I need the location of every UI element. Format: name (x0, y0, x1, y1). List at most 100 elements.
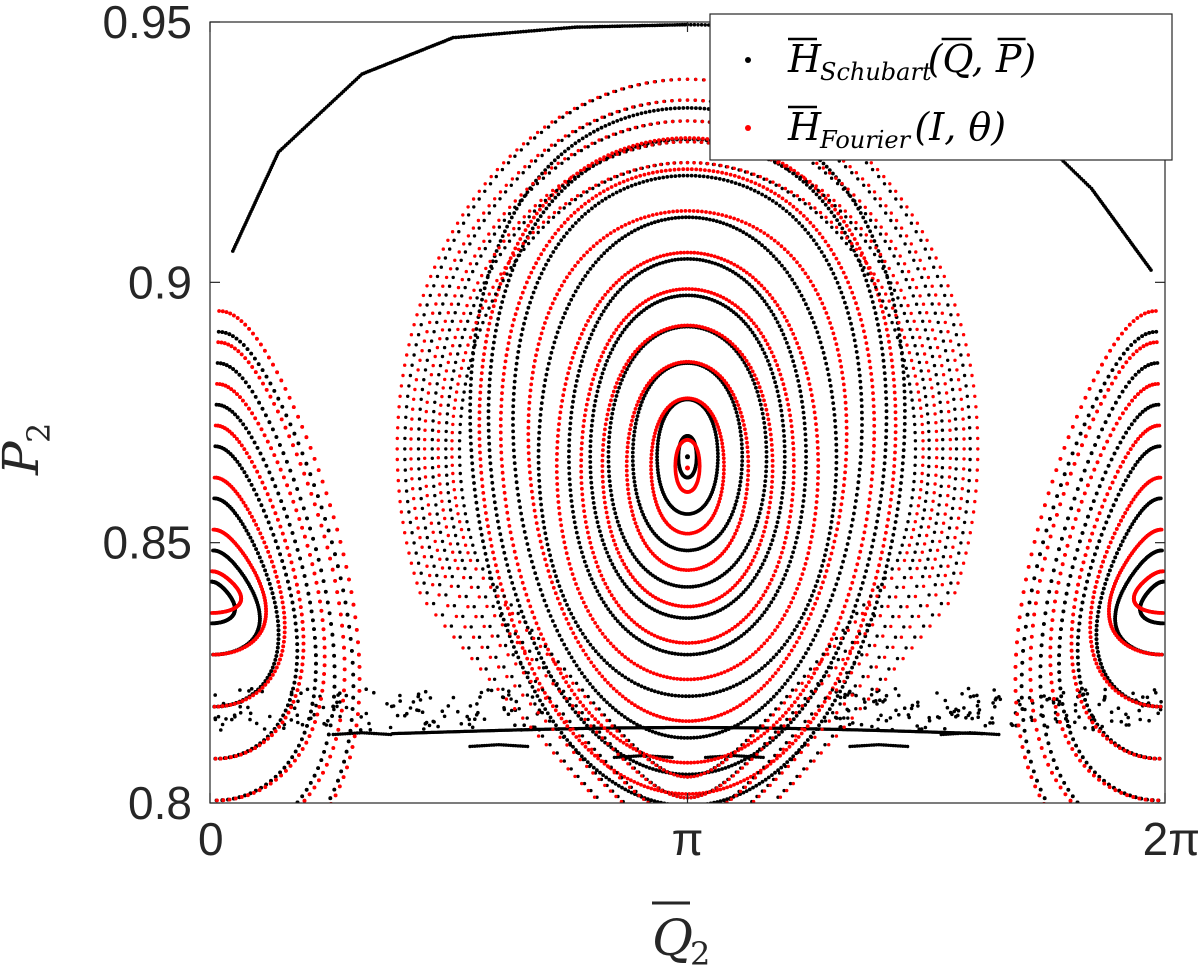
schubart-point (1021, 649, 1025, 653)
schubart-point (331, 732, 335, 737)
schubart-point (333, 552, 337, 557)
schubart-point (249, 687, 254, 691)
schubart-point (897, 713, 901, 717)
fourier-point (1058, 571, 1063, 576)
schubart-point (983, 723, 988, 728)
schubart-point (486, 688, 490, 692)
schubart-point (1060, 536, 1064, 541)
schubart-point (1071, 737, 1075, 742)
schubart-point (294, 668, 299, 673)
schubart-point (297, 839, 301, 843)
schubart-point (1108, 568, 1112, 573)
schubart-point (997, 695, 1001, 699)
schubart-point (250, 539, 255, 544)
schubart-point (1135, 838, 1139, 842)
fourier-point (1072, 605, 1077, 609)
fourier-point (1110, 480, 1115, 485)
fourier-point (1090, 600, 1095, 605)
schubart-point (314, 547, 318, 552)
fourier-point (1088, 538, 1092, 543)
schubart-point (253, 356, 257, 361)
schubart-point (1109, 564, 1114, 568)
schubart-point (341, 732, 345, 736)
schubart-point (1087, 572, 1091, 577)
fourier-point (261, 740, 266, 745)
schubart-point (1085, 579, 1089, 584)
schubart-point (735, 754, 739, 758)
schubart-point (305, 687, 310, 692)
fourier-point (1097, 511, 1102, 516)
fourier-point (234, 754, 238, 758)
schubart-point (403, 713, 407, 718)
fourier-point (1055, 712, 1060, 717)
schubart-point (313, 670, 318, 674)
fourier-point (1117, 416, 1122, 421)
fourier-point (1104, 550, 1109, 554)
schubart-point (980, 731, 984, 736)
schubart-point (1118, 356, 1122, 361)
fourier-point (239, 352, 244, 357)
fourier-point (1077, 575, 1082, 580)
schubart-point (1122, 834, 1126, 838)
schubart-point (1120, 389, 1125, 394)
fourier-point (278, 657, 282, 662)
schubart-point (1057, 699, 1062, 704)
fourier-point (1105, 439, 1110, 444)
schubart-point (313, 678, 318, 683)
schubart-point (273, 539, 278, 544)
fourier-point (1088, 635, 1093, 639)
fourier-point (297, 753, 301, 757)
schubart-point (842, 716, 846, 720)
schubart-point (1032, 576, 1037, 581)
schubart-point (234, 369, 239, 374)
fourier-point (282, 615, 287, 620)
schubart-point (269, 526, 273, 531)
schubart-point (1080, 600, 1085, 605)
fourier-point (1133, 440, 1138, 444)
schubart-point (420, 710, 425, 714)
schubart-point (289, 593, 293, 598)
schubart-point (220, 330, 225, 334)
schubart-point (310, 702, 315, 706)
fourier-point (1082, 705, 1086, 710)
schubart-point (491, 32, 496, 36)
schubart-point (1093, 443, 1097, 447)
fourier-point (229, 344, 234, 349)
fourier-point (263, 785, 268, 789)
schubart-point (505, 31, 510, 35)
schubart-point (367, 721, 371, 726)
fourier-point (239, 752, 243, 757)
schubart-point (459, 35, 464, 39)
fourier-point (266, 679, 270, 684)
schubart-point (663, 755, 667, 759)
schubart-point (1083, 726, 1087, 730)
schubart-point (1091, 499, 1096, 503)
fourier-point (1088, 630, 1093, 635)
schubart-point (364, 711, 369, 716)
fourier-point (1131, 443, 1136, 448)
schubart-point (962, 706, 966, 710)
schubart-point (322, 721, 326, 726)
fourier-point (280, 720, 285, 725)
schubart-point (478, 33, 483, 38)
fourier-point (282, 635, 287, 639)
schubart-point (1099, 596, 1104, 600)
schubart-point (851, 721, 855, 725)
schubart-point (943, 727, 947, 731)
schubart-point (314, 820, 318, 824)
schubart-point (1074, 743, 1078, 748)
schubart-point (267, 672, 272, 677)
fourier-point (218, 756, 223, 761)
fourier-point (232, 701, 237, 706)
schubart-point (891, 743, 895, 748)
schubart-point (708, 755, 713, 759)
schubart-point (518, 30, 523, 34)
schubart-point (1129, 343, 1134, 347)
fourier-point (228, 702, 233, 707)
schubart-point (1042, 723, 1047, 728)
fourier-point (243, 356, 248, 360)
schubart-point (950, 712, 954, 717)
fourier-point (1125, 507, 1130, 512)
fourier-point (1095, 517, 1099, 522)
schubart-point (989, 732, 994, 736)
